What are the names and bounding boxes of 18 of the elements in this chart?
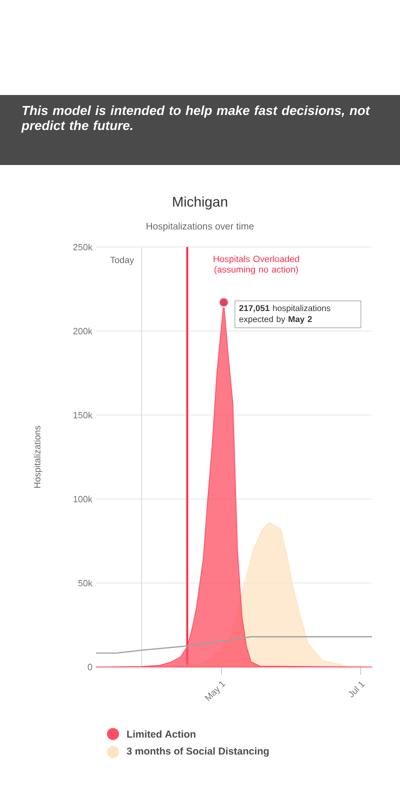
line-series [95, 636, 373, 654]
y-axis-title: Hospitalizations [34, 426, 42, 488]
y-tick-label: 250k [73, 244, 92, 250]
chart-title: Michigan [173, 196, 228, 210]
annotation: 217,051 hospitalizations expected by May 2 [239, 304, 330, 324]
y-tick-label: 150k [74, 412, 92, 418]
text: This model is intended to help make fast decisions, not predict the future. [21, 106, 370, 133]
y-tick-label: 100k [74, 496, 92, 502]
y-tick-label: 50k [78, 580, 92, 586]
y-tick-label: 200k [73, 328, 92, 334]
chart-subtitle: Hospitalizations over time [146, 222, 254, 232]
x-tick-label: May 1 [204, 681, 226, 702]
legend-label: 3 months of Social Distancing [126, 747, 269, 757]
y-tick-label: 0 [88, 664, 92, 670]
ref-line-label: Today [110, 256, 134, 265]
x-tick-label: Jul 1 [348, 682, 365, 698]
ref-line-label: Hospitals Overloaded (assuming no action) [214, 256, 299, 274]
legend-label: Limited Action [127, 730, 196, 738]
